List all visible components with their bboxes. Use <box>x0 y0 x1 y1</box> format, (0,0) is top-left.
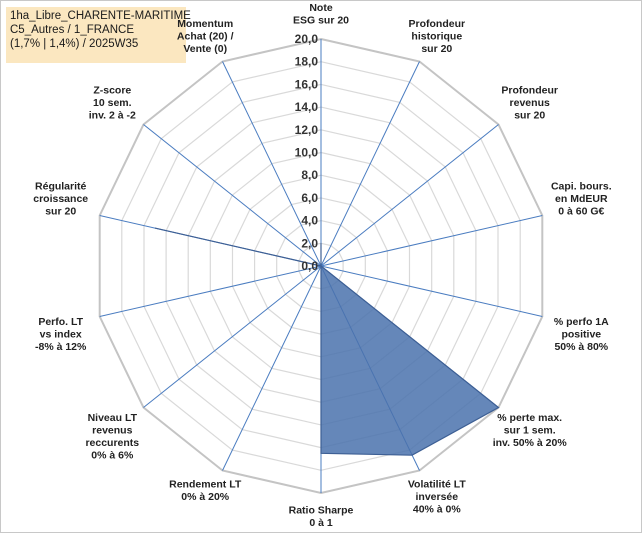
tick-label: 18,0 <box>295 55 319 69</box>
radar-axis-labels: Note ESG sur 20 Profondeur historique sur 20… <box>33 2 611 529</box>
tick-label: 16,0 <box>295 77 319 91</box>
axis-label: Régularité croissance sur 20 <box>33 180 88 217</box>
axis-label: Rendement LT 0% à 20% <box>169 478 242 503</box>
radar-spoke <box>320 215 543 267</box>
axis-label: Niveau LT revenus reccurents 0% à 6% <box>85 412 139 462</box>
radar-spoke <box>143 265 322 408</box>
radar-spoke <box>320 61 420 267</box>
radar-spoke <box>320 265 543 317</box>
tick-label: 10,0 <box>295 146 319 160</box>
radar-tick-labels: 0,0 2,0 4,0 6,0 8,0 10,0 12,0 14,0 16,0 18,0 20,0 <box>295 32 319 273</box>
header-line-3: (1,7% | 1,4%) / 2025W35 <box>10 38 139 50</box>
series-area <box>154 227 500 456</box>
axis-label: Profondeur revenus sur 20 <box>501 85 558 122</box>
radar-spoke <box>99 265 322 317</box>
tick-label: 8,0 <box>301 168 318 182</box>
header-line-1: 1ha_Libre_CHARENTE-MARITIME <box>10 10 191 22</box>
axis-label: Z-score 10 sem. inv. 2 à -2 <box>89 85 136 122</box>
axis-label: Capi. bours. en MdEUR 0 à 60 G€ <box>551 180 612 217</box>
chart-header: 1ha_Libre_CHARENTE-MARITIME C5_Autres / … <box>6 7 191 63</box>
radar-spoke <box>222 265 322 471</box>
axis-label: % perfo 1A positive 50% à 80% <box>554 316 609 353</box>
axis-label: Perfo. LT vs index -8% à 12% <box>35 316 87 353</box>
axis-label: Momentum Achat (20) / Vente (0) <box>177 18 234 55</box>
tick-label: 20,0 <box>295 32 319 46</box>
header-line-2: C5_Autres / 1_FRANCE <box>10 24 134 36</box>
radar-spoke <box>143 124 322 267</box>
axis-label: Note ESG sur 20 <box>293 2 349 27</box>
axis-label: % perte max. sur 1 sem. inv. 50% à 20% <box>493 412 568 449</box>
radar-spoke <box>222 61 322 267</box>
tick-label: 0,0 <box>301 259 318 273</box>
radar-series <box>154 227 500 456</box>
tick-label: 2,0 <box>301 236 318 250</box>
tick-label: 4,0 <box>301 214 318 228</box>
radar-spoke <box>320 124 499 267</box>
axis-label: Ratio Sharpe 0 à 1 <box>289 505 354 530</box>
axis-label: Volatilité LT inversée 40% à 0% <box>408 478 467 515</box>
tick-label: 6,0 <box>301 191 318 205</box>
tick-label: 12,0 <box>295 123 319 137</box>
tick-label: 14,0 <box>295 100 319 114</box>
axis-label: Profondeur historique sur 20 <box>409 18 466 55</box>
